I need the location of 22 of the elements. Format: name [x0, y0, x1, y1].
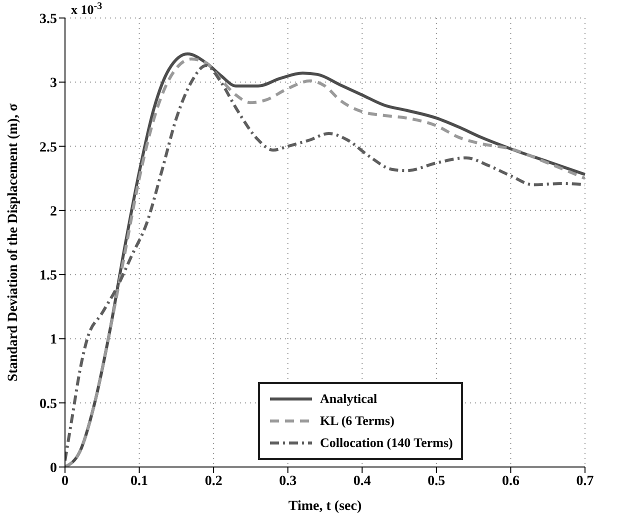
- x-tick-label: 0.3: [279, 474, 297, 489]
- y-tick-label: 1.5: [40, 268, 57, 284]
- legend-label: Analytical: [320, 391, 378, 407]
- y-tick-label: 2: [50, 204, 57, 220]
- y-tick-label: 2.5: [40, 140, 57, 156]
- x-tick-label: 0.7: [576, 474, 594, 489]
- y-tick-label: 0.5: [40, 396, 57, 412]
- x-tick-label: 0.6: [502, 474, 520, 489]
- x-tick-label: 0.2: [204, 474, 222, 489]
- legend-label: Collocation (140 Terms): [320, 435, 453, 451]
- x-tick-label: 0.4: [353, 474, 371, 489]
- x-tick-label: 0.5: [428, 474, 446, 489]
- y-tick-label: 1: [50, 332, 57, 348]
- legend-label: KL (6 Terms): [320, 413, 394, 429]
- text: x 10$^{-3}$: [71, 0, 102, 17]
- x-tick-label: 0.1: [130, 474, 148, 489]
- y-tick-label: 0: [50, 460, 57, 476]
- x-axis-title: Time, t (sec): [288, 499, 362, 514]
- x-tick-label: 0: [62, 474, 68, 489]
- y-tick-label: 3: [50, 76, 57, 92]
- y-axis-title: Standard Deviation of the Displacement (m), σ: [6, 103, 21, 382]
- y-tick-label: 3.5: [40, 12, 57, 27]
